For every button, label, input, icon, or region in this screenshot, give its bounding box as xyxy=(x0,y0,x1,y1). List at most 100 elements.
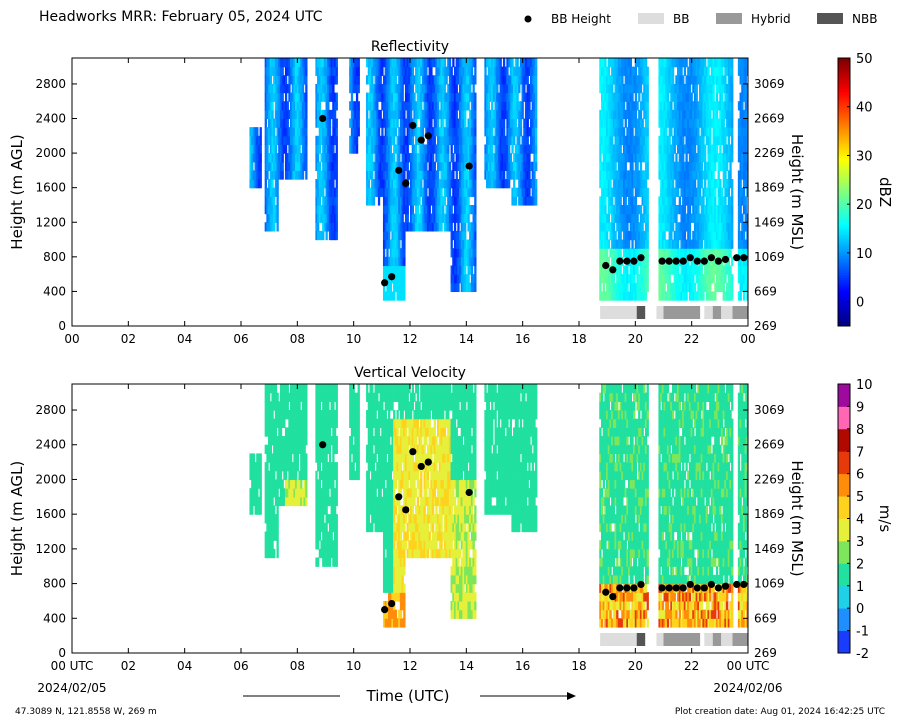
heatmap-cell xyxy=(453,248,457,258)
heatmap-cell xyxy=(291,161,294,171)
heatmap-cell xyxy=(415,66,418,76)
heatmap-cell xyxy=(705,222,709,232)
heatmap-cell xyxy=(472,153,475,163)
heatmap-cell xyxy=(634,196,638,206)
heatmap-cell xyxy=(450,135,453,146)
heatmap-cell xyxy=(502,153,506,163)
heatmap-cell xyxy=(714,153,717,163)
heatmap-cell xyxy=(710,92,714,102)
heatmap-cell xyxy=(372,179,376,189)
heatmap-cell xyxy=(398,153,401,163)
heatmap-cell xyxy=(709,204,712,215)
heatmap-cell xyxy=(685,58,688,68)
heatmap-cell xyxy=(715,101,719,111)
x-tick-label: 02 xyxy=(121,332,136,346)
heatmap-cell xyxy=(403,161,406,171)
heatmap-cell xyxy=(288,58,291,68)
heatmap-cell xyxy=(450,248,453,258)
heatmap-cell xyxy=(535,187,538,197)
heatmap-cell xyxy=(633,222,636,232)
heatmap-cell xyxy=(382,222,386,232)
heatmap-cell xyxy=(609,187,612,197)
heatmap-cell xyxy=(442,144,445,154)
heatmap-cell xyxy=(660,66,663,76)
heatmap-cell xyxy=(284,144,288,154)
bb-height-point xyxy=(707,254,715,262)
heatmap-cell xyxy=(678,127,681,137)
heatmap-cell xyxy=(671,248,675,258)
heatmap-cell xyxy=(401,196,404,206)
heatmap-cell xyxy=(271,401,274,411)
heatmap-cell xyxy=(459,83,462,94)
heatmap-cell xyxy=(677,274,680,284)
heatmap-cell xyxy=(303,101,306,111)
heatmap-cell xyxy=(453,66,457,76)
heatmap-cell xyxy=(604,213,607,223)
heatmap-cell xyxy=(332,222,335,232)
heatmap-cell xyxy=(408,83,411,94)
heatmap-cell xyxy=(680,75,683,85)
heatmap-cell xyxy=(616,153,619,163)
heatmap-cell xyxy=(433,179,436,189)
heatmap-cell xyxy=(317,230,320,241)
heatmap-cell xyxy=(709,222,712,232)
heatmap-cell xyxy=(251,170,254,180)
heatmap-cell xyxy=(726,204,729,215)
heatmap-cell xyxy=(666,135,670,146)
heatmap-cell xyxy=(606,213,609,223)
heatmap-cell xyxy=(709,196,712,206)
colorbar-step xyxy=(838,299,850,303)
heatmap-cell xyxy=(737,187,741,197)
heatmap-cell xyxy=(646,101,649,111)
heatmap-cell xyxy=(377,179,381,189)
heatmap-cell xyxy=(726,153,729,163)
heatmap-cell xyxy=(249,179,252,189)
heatmap-cell xyxy=(445,161,448,171)
heatmap-cell xyxy=(459,179,462,189)
heatmap-cell xyxy=(719,75,722,85)
heatmap-cell xyxy=(460,109,463,120)
heatmap-cell xyxy=(600,256,604,267)
heatmap-cell xyxy=(660,222,663,232)
heatmap-cell xyxy=(269,179,273,189)
heatmap-cell xyxy=(611,127,614,137)
heatmap-cell xyxy=(281,92,284,102)
heatmap-cell xyxy=(408,92,411,102)
heatmap-cell xyxy=(722,58,725,68)
y-tick-label: 2400 xyxy=(35,112,66,126)
colorbar-step xyxy=(838,62,850,66)
heatmap-cell xyxy=(317,222,320,232)
heatmap-cell xyxy=(727,213,731,223)
heatmap-cell xyxy=(622,196,626,206)
heatmap-cell xyxy=(737,265,741,275)
heatmap-cell xyxy=(332,58,335,68)
heatmap-cell xyxy=(639,101,643,111)
heatmap-cell xyxy=(663,58,666,68)
heatmap-cell xyxy=(698,213,702,223)
heatmap-cell xyxy=(377,153,381,163)
heatmap-cell xyxy=(514,101,518,111)
heatmap-cell xyxy=(284,75,288,85)
heatmap-cell xyxy=(489,58,492,68)
heatmap-cell xyxy=(393,153,396,163)
heatmap-cell xyxy=(411,196,414,206)
heatmap-cell xyxy=(722,101,725,111)
heatmap-cell xyxy=(450,179,453,189)
heatmap-cell xyxy=(710,58,714,68)
heatmap-cell xyxy=(685,118,688,128)
heatmap-cell xyxy=(453,118,457,128)
heatmap-cell xyxy=(381,179,384,189)
heatmap-cell xyxy=(374,58,377,68)
heatmap-cell xyxy=(438,153,442,163)
heatmap-cell xyxy=(622,144,626,154)
heatmap-cell xyxy=(700,66,703,76)
heatmap-cell xyxy=(484,144,487,154)
heatmap-cell xyxy=(526,66,529,76)
heatmap-cell xyxy=(274,101,278,111)
heatmap-cell xyxy=(464,274,467,284)
heatmap-cell xyxy=(431,222,435,232)
heatmap-cell xyxy=(489,153,492,163)
heatmap-cell xyxy=(693,204,697,215)
heatmap-cell xyxy=(614,127,617,137)
heatmap-cell xyxy=(388,222,391,232)
